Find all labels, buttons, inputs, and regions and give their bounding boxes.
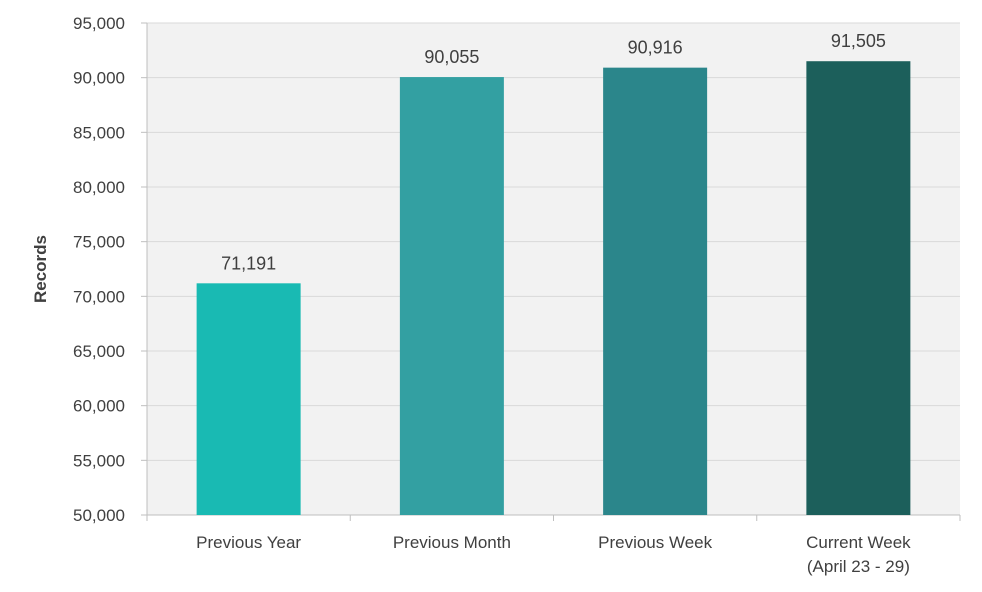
- y-tick-label: 55,000: [73, 451, 125, 470]
- x-tick-label: (April 23 - 29): [807, 557, 910, 576]
- data-labels: 71,191 90,055 90,916 91,505: [221, 31, 886, 273]
- x-tick-label: Current Week: [806, 533, 911, 552]
- y-tick-label: 60,000: [73, 397, 125, 416]
- x-tick-label: Previous Week: [598, 533, 713, 552]
- bar: [603, 67, 708, 515]
- data-label: 91,505: [831, 31, 886, 51]
- bar: [196, 283, 301, 515]
- x-tick-label: Previous Year: [196, 533, 301, 552]
- y-tick-label: 85,000: [73, 123, 125, 142]
- y-tick-label: 65,000: [73, 342, 125, 361]
- y-tick-label: 70,000: [73, 287, 125, 306]
- bar: [806, 61, 911, 515]
- y-tick-label: 95,000: [73, 14, 125, 33]
- y-tick-label: 50,000: [73, 506, 125, 525]
- y-axis-title: Records: [31, 235, 50, 303]
- y-tick-label: 80,000: [73, 178, 125, 197]
- x-axis-ticks: Previous Year Previous Month Previous Week…: [146, 515, 961, 576]
- x-tick-label: Previous Month: [393, 533, 511, 552]
- bars: [196, 61, 911, 515]
- data-label: 71,191: [221, 253, 276, 273]
- bar: [399, 77, 504, 515]
- y-tick-label: 90,000: [73, 69, 125, 88]
- data-label: 90,916: [628, 38, 683, 58]
- data-label: 90,055: [424, 47, 479, 67]
- y-tick-label: 75,000: [73, 233, 125, 252]
